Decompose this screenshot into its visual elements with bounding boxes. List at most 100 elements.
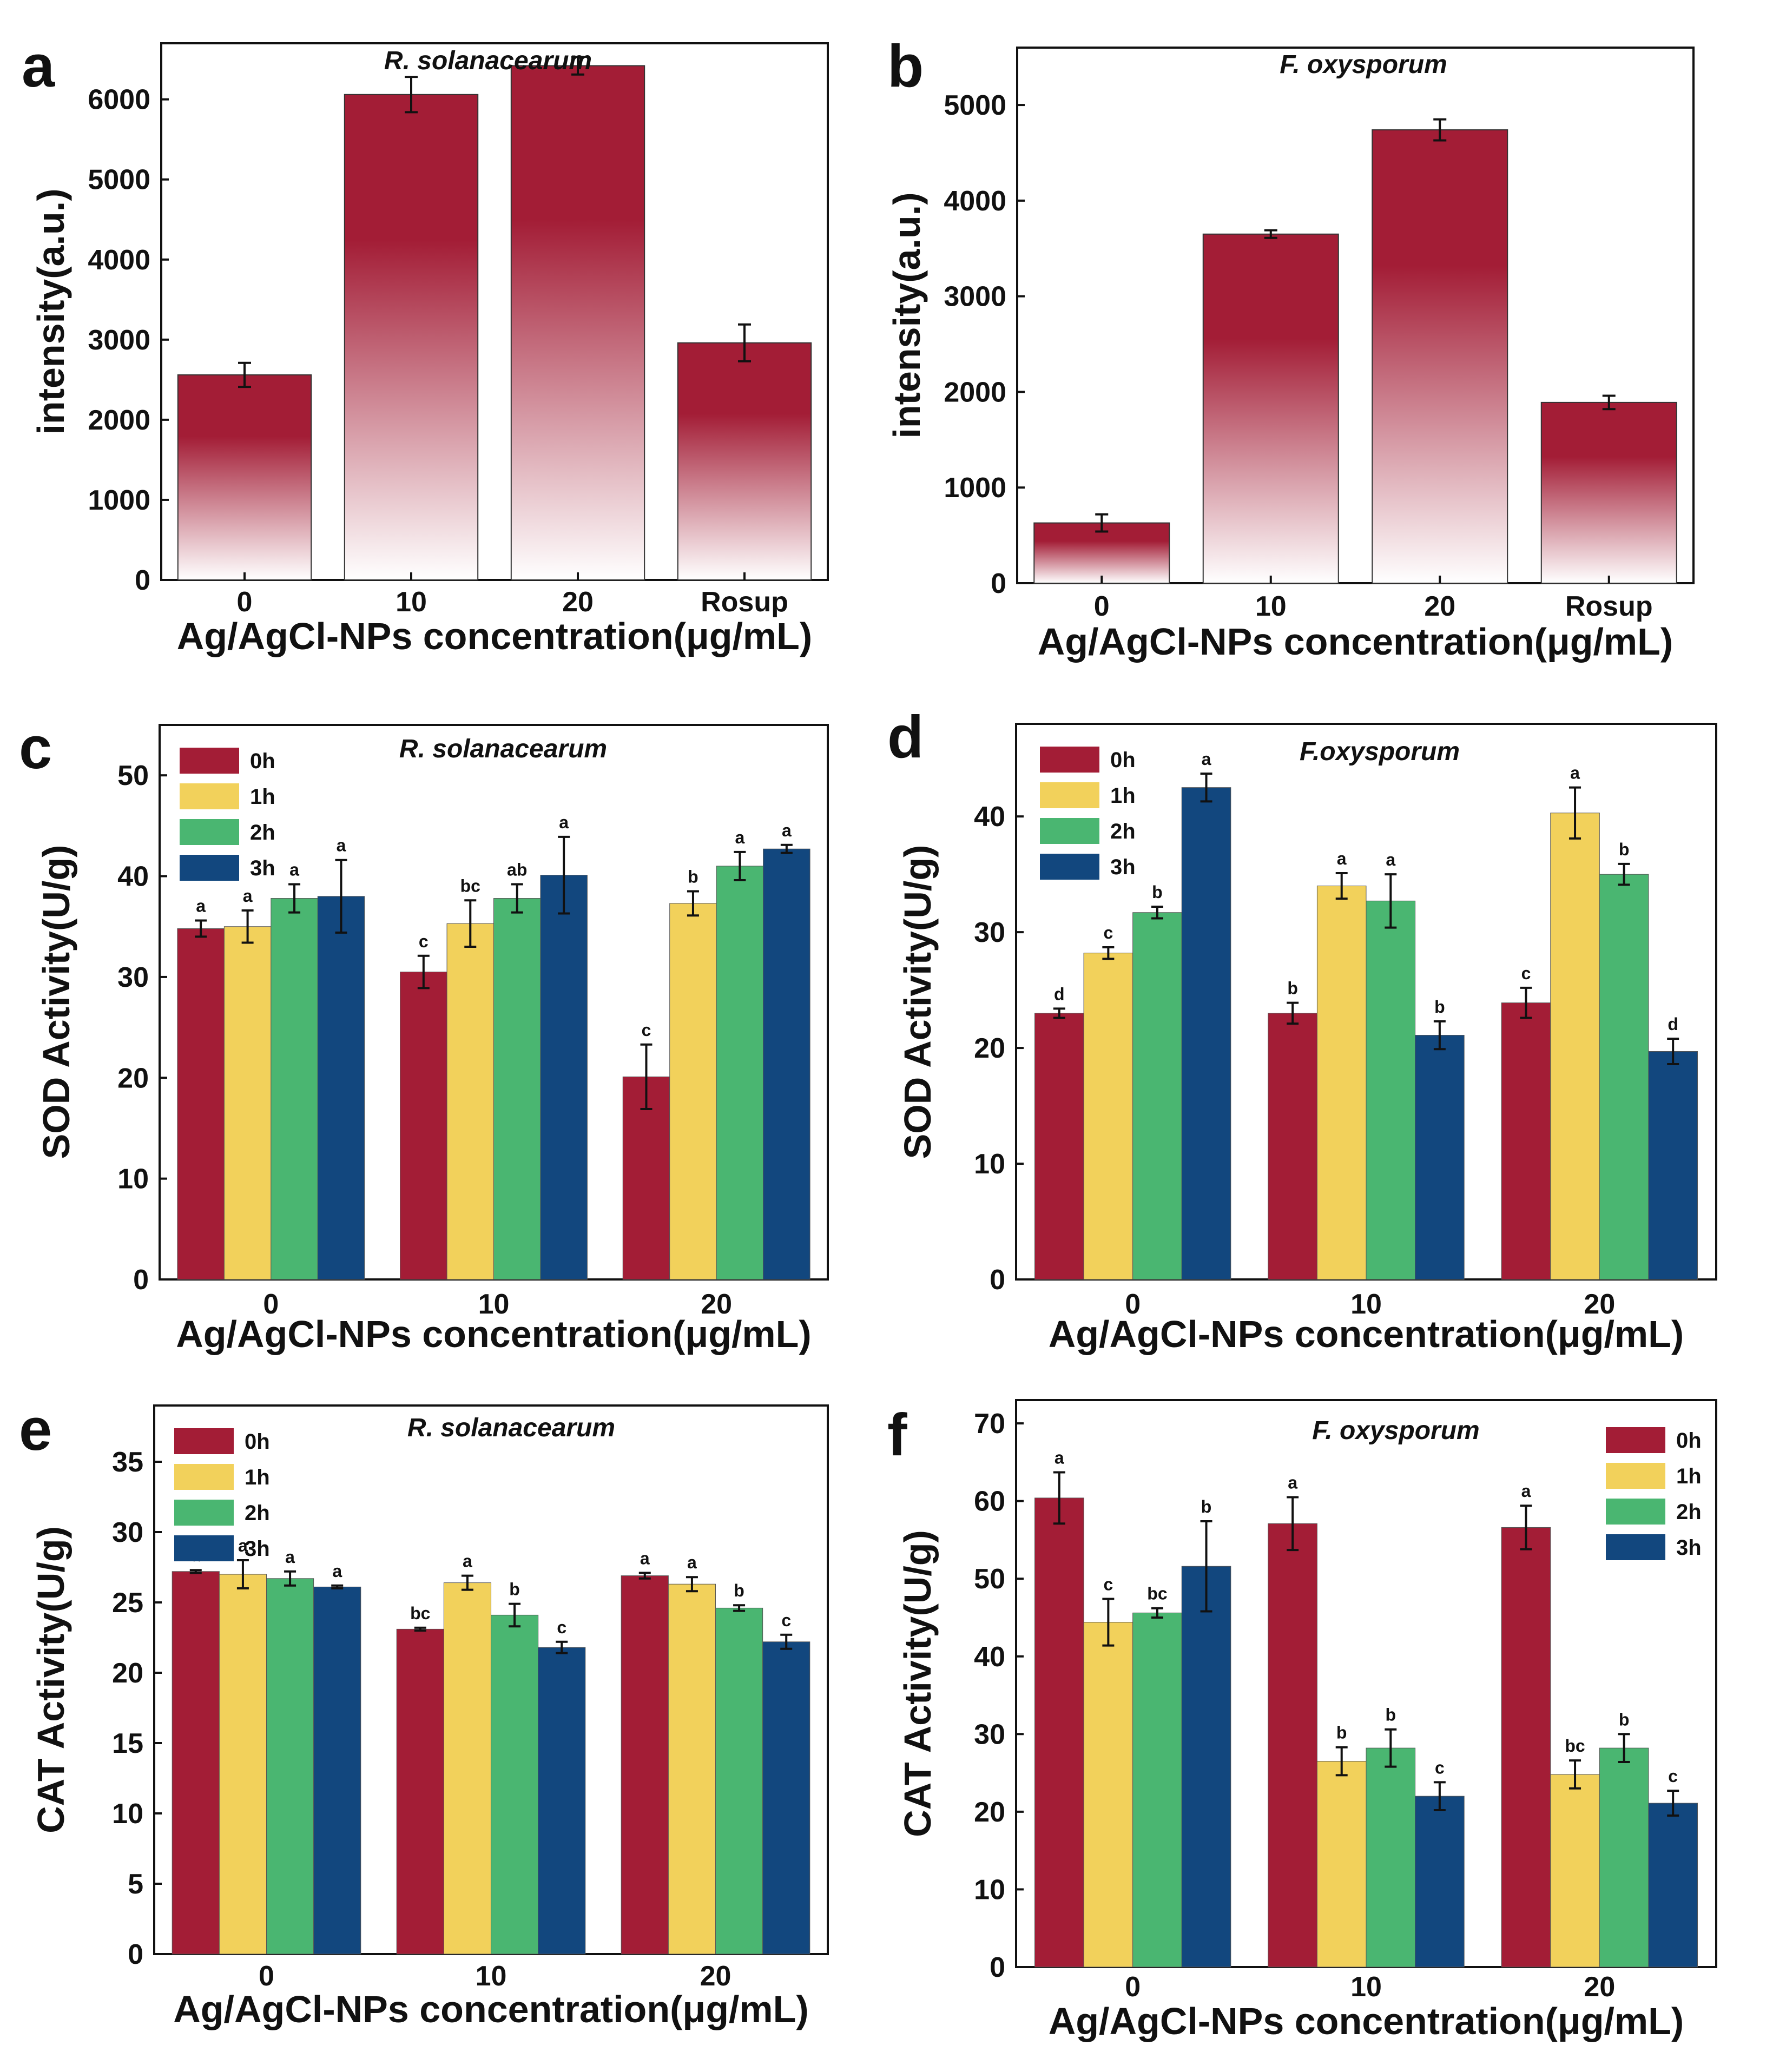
chart-title: F. oxysporum bbox=[1312, 1416, 1479, 1445]
significance-letter: b bbox=[1287, 979, 1298, 998]
bar-10 bbox=[344, 94, 479, 581]
significance-letter: c bbox=[1103, 923, 1113, 942]
bar-3h-0 bbox=[313, 1586, 361, 1955]
bar-0h-20 bbox=[1501, 1002, 1551, 1280]
y-tick-label: 20 bbox=[117, 1063, 149, 1094]
y-tick-label: 25 bbox=[112, 1587, 143, 1619]
significance-letter: a bbox=[238, 1536, 248, 1555]
significance-letter: bc bbox=[1147, 1584, 1167, 1604]
bar-1h-20 bbox=[669, 903, 717, 1280]
legend-swatch-3h bbox=[1040, 854, 1099, 880]
bar-3h-10 bbox=[1415, 1796, 1465, 1968]
x-tick-label: 20 bbox=[1424, 591, 1455, 622]
legend-swatch-1h bbox=[1040, 782, 1099, 808]
significance-letter: a bbox=[1337, 849, 1347, 868]
bar-Rosup bbox=[1540, 401, 1677, 584]
legend-swatch-2h bbox=[1606, 1499, 1665, 1525]
legend-label: 0h bbox=[1676, 1429, 1702, 1453]
y-tick-label: 30 bbox=[117, 962, 149, 993]
legend-swatch-0h bbox=[180, 748, 239, 774]
significance-letter: c bbox=[419, 932, 429, 951]
bar-2h-20 bbox=[1599, 874, 1649, 1280]
bar-3h-20 bbox=[762, 1641, 810, 1955]
legend: 0h 1h 2h 3h bbox=[1606, 1427, 1702, 1560]
legend-label: 3h bbox=[250, 856, 275, 880]
y-tick-label: 0 bbox=[991, 568, 1006, 599]
bar-0h-10 bbox=[1268, 1523, 1317, 1968]
bar-2h-0 bbox=[1132, 912, 1182, 1280]
bar-2h-0 bbox=[271, 898, 318, 1280]
significance-letter: b bbox=[734, 1581, 744, 1600]
legend-swatch-3h bbox=[1606, 1534, 1665, 1560]
bar-1h-20 bbox=[1550, 1774, 1600, 1968]
x-axis-title: Ag/AgCl-NPs concentration(μg/mL) bbox=[1049, 2000, 1684, 2042]
y-tick-label: 2000 bbox=[88, 405, 150, 436]
y-tick-label: 3000 bbox=[944, 281, 1006, 313]
bar-3h-20 bbox=[763, 848, 810, 1280]
y-axis-title: SOD Activity(U/g) bbox=[897, 845, 939, 1159]
bar-1h-10 bbox=[1316, 886, 1367, 1280]
x-tick-label: 10 bbox=[1350, 1971, 1382, 2003]
plot-frame bbox=[1016, 47, 1695, 584]
significance-letter: a bbox=[687, 1553, 697, 1572]
legend-label: 3h bbox=[245, 1537, 270, 1561]
bar-0 bbox=[1033, 522, 1170, 584]
bar-0h-10 bbox=[1268, 1013, 1317, 1280]
bar-2h-0 bbox=[1132, 1612, 1182, 1968]
legend-label: 0h bbox=[1110, 748, 1136, 772]
panel-letter: b bbox=[887, 33, 924, 100]
bar-0h-20 bbox=[621, 1575, 669, 1955]
x-tick-label: 10 bbox=[1255, 591, 1287, 622]
x-axis-title: Ag/AgCl-NPs concentration(μg/mL) bbox=[173, 1988, 808, 2030]
x-tick-label: 0 bbox=[1125, 1971, 1141, 2003]
legend-label: 2h bbox=[1676, 1500, 1702, 1524]
legend-swatch-2h bbox=[180, 819, 239, 845]
x-tick-label: 20 bbox=[701, 1289, 732, 1320]
significance-letter: c bbox=[1435, 1758, 1445, 1777]
legend-label: 3h bbox=[1676, 1536, 1702, 1560]
panel-letter: f bbox=[887, 1402, 907, 1468]
significance-letter: b bbox=[1434, 997, 1445, 1017]
chart-title: R. solanacearum bbox=[384, 47, 592, 75]
significance-letter: a bbox=[337, 836, 346, 855]
x-tick-label: 10 bbox=[396, 586, 427, 618]
bar-0h-20 bbox=[622, 1076, 670, 1280]
bar-2h-0 bbox=[266, 1578, 314, 1955]
bar-3h-20 bbox=[1648, 1803, 1698, 1968]
significance-letter: c bbox=[557, 1618, 566, 1637]
x-tick-label: 0 bbox=[1125, 1289, 1141, 1320]
significance-letter: d bbox=[1054, 984, 1065, 1004]
x-tick-label: Rosup bbox=[1565, 591, 1653, 622]
x-tick-label: 10 bbox=[1350, 1289, 1382, 1320]
significance-letter: a bbox=[559, 813, 569, 832]
x-tick-label: 0 bbox=[1094, 591, 1110, 622]
significance-letter: bc bbox=[460, 876, 480, 895]
legend-swatch-3h bbox=[180, 855, 239, 881]
legend: 0h 1h 2h 3h bbox=[174, 1428, 270, 1561]
significance-letter: b bbox=[509, 1580, 520, 1599]
y-tick-label: 40 bbox=[117, 861, 149, 893]
legend-swatch-0h bbox=[174, 1428, 234, 1454]
significance-letter: b bbox=[1336, 1723, 1347, 1743]
y-tick-label: 70 bbox=[974, 1408, 1005, 1440]
bar-0 bbox=[177, 374, 312, 580]
panel-c: 0 10 20 30 40 50 0 a a a a 10 c bc ab a 20 c b a a 0h 1h 2h 3h c R… bbox=[19, 715, 829, 1355]
y-tick-label: 35 bbox=[112, 1447, 143, 1478]
y-tick-label: 5000 bbox=[944, 90, 1006, 121]
bar-3h-10 bbox=[1415, 1035, 1465, 1280]
panel-a: 0 1000 2000 3000 4000 5000 6000 0 10 20 Rosup a R. s… bbox=[22, 33, 829, 657]
legend-swatch-1h bbox=[180, 783, 239, 809]
legend-swatch-1h bbox=[1606, 1463, 1665, 1489]
bar-3h-0 bbox=[1181, 1566, 1231, 1968]
y-tick-label: 0 bbox=[990, 1952, 1005, 1983]
x-axis-title: Ag/AgCl-NPs concentration(μg/mL) bbox=[177, 615, 812, 657]
y-tick-label: 4000 bbox=[88, 245, 150, 276]
y-tick-label: 10 bbox=[112, 1798, 143, 1830]
x-tick-label: 20 bbox=[1584, 1971, 1615, 2003]
y-tick-label: 0 bbox=[128, 1939, 143, 1970]
bar-0h-0 bbox=[172, 1571, 220, 1955]
y-tick-label: 40 bbox=[974, 1641, 1005, 1673]
bar-20 bbox=[510, 65, 645, 580]
